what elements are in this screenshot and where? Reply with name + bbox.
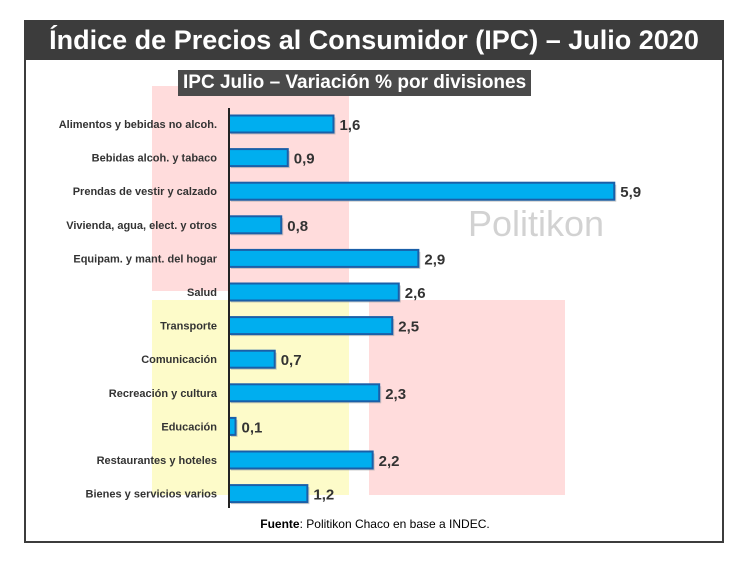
- source-text: : Politikon Chaco en base a INDEC.: [299, 517, 490, 531]
- category-label: Prendas de vestir y calzado: [73, 186, 218, 198]
- data-label: 1,2: [313, 487, 334, 504]
- category-label: Educación: [161, 421, 217, 433]
- category-label: Salud: [187, 287, 217, 299]
- data-label: 0,7: [281, 352, 302, 369]
- watermark: Politikon: [468, 203, 605, 244]
- data-label: 0,9: [294, 151, 315, 168]
- data-label: 5,9: [620, 184, 641, 201]
- category-label: Recreación y cultura: [109, 388, 218, 400]
- bar: [228, 148, 289, 168]
- bar: [228, 316, 394, 336]
- data-label: 2,9: [424, 251, 445, 268]
- bar: [228, 114, 335, 134]
- bar: [228, 484, 309, 504]
- category-label: Transporte: [160, 321, 217, 333]
- bar: [228, 450, 374, 470]
- data-label: 2,3: [385, 386, 406, 403]
- data-label: 2,6: [405, 285, 426, 302]
- category-label: Alimentos y bebidas no alcoh.: [59, 119, 217, 131]
- bar: [228, 248, 420, 268]
- category-label: Bebidas alcoh. y tabaco: [92, 153, 218, 165]
- bar: [228, 349, 276, 369]
- data-label: 0,1: [242, 419, 263, 436]
- source-note: Fuente: Politikon Chaco en base a INDEC.: [0, 517, 750, 531]
- bar: [228, 383, 381, 403]
- bar: [228, 282, 400, 302]
- data-label: 0,8: [287, 218, 308, 235]
- page-title: Índice de Precios al Consumidor (IPC) – …: [24, 20, 724, 60]
- data-label: 2,5: [398, 319, 419, 336]
- data-label: 1,6: [339, 117, 360, 134]
- category-label: Vivienda, agua, elect. y otros: [66, 220, 217, 232]
- source-label: Fuente: [260, 517, 300, 531]
- category-label: Restaurantes y hoteles: [97, 455, 217, 467]
- pink-block-right: [369, 300, 565, 495]
- category-label: Comunicación: [141, 354, 217, 366]
- bar: [228, 181, 616, 201]
- bar: [228, 215, 283, 235]
- chart-title: IPC Julio – Variación % por divisiones: [178, 70, 532, 96]
- data-label: 2,2: [379, 453, 400, 470]
- category-label: Equipam. y mant. del hogar: [73, 253, 217, 265]
- category-label: Bienes y servicios varios: [86, 489, 217, 501]
